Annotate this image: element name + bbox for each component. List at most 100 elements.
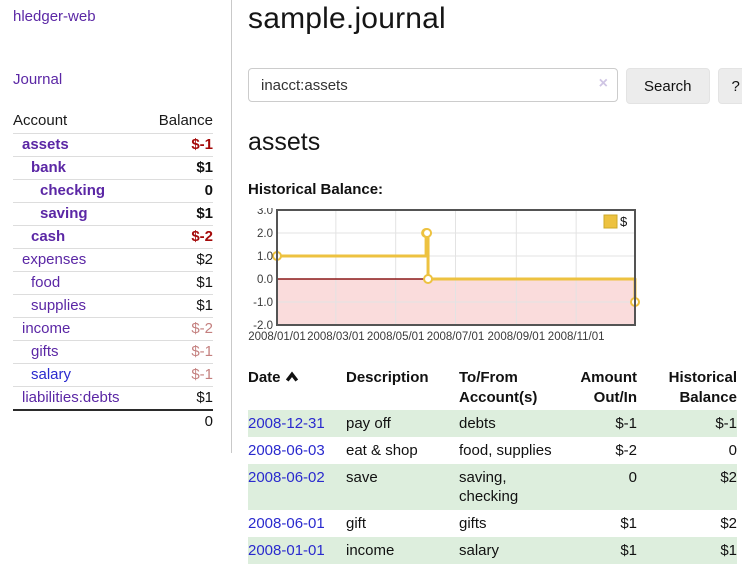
transaction-date-cell: 2008-12-31 (248, 410, 346, 437)
x-tick-label: 2008/11/01 (548, 331, 605, 343)
accounts-header-account: Account (13, 112, 68, 129)
search-box: × (248, 68, 618, 102)
accounts-table: Account Balance assets $-1 bank $1 checking 0… (13, 109, 213, 433)
search-button[interactable]: Search (626, 68, 710, 104)
transaction-balance-cell: $2 (720, 515, 737, 532)
sidebar-account-link[interactable]: checking (40, 182, 106, 199)
transaction-balance-cell: 0 (728, 442, 737, 459)
transaction-date-cell: 2008-06-03 (248, 437, 346, 464)
sidebar-account-link[interactable]: food (31, 274, 61, 291)
legend-label: $ (620, 214, 628, 229)
sidebar-account-balance: $1 (196, 205, 213, 222)
transaction-amount-cell: $-2 (615, 442, 637, 459)
transaction-amount-cell: $1 (620, 515, 637, 532)
register-row: 2008-06-01 gift gifts $1 $2 (248, 510, 737, 537)
column-header-amount: Amount Out/In (580, 369, 637, 406)
page-title: sample.journal (248, 2, 446, 35)
sidebar-account-link[interactable]: cash (31, 228, 66, 245)
transaction-description-cell: pay off (346, 410, 459, 437)
column-header-description: Description (346, 369, 429, 386)
accounts-table-header: Account Balance (13, 109, 213, 133)
x-tick-label: 2008/03/01 (307, 331, 365, 343)
sidebar-account-row: gifts $-1 (13, 340, 213, 363)
date-column-label: Date (248, 369, 281, 386)
sidebar-account-balance: $1 (196, 159, 213, 176)
sidebar-account-balance: $2 (196, 251, 213, 268)
help-button[interactable]: ? (717, 68, 742, 104)
transaction-date-link[interactable]: 2008-01-01 (248, 542, 325, 559)
y-tick-label: -1.0 (253, 297, 273, 309)
sidebar-account-link[interactable]: saving (40, 205, 88, 222)
register-row: 2008-06-03 eat & shop food, supplies $-2 0 (248, 437, 737, 464)
app-title-link[interactable]: hledger-web (13, 8, 96, 25)
transaction-accounts-cell: salary (459, 537, 567, 564)
transaction-amount-cell: $1 (567, 537, 645, 564)
sidebar-account-row: assets $-1 (13, 133, 213, 156)
sidebar-account-link[interactable]: assets (22, 136, 69, 153)
chart-title: Historical Balance: (248, 181, 384, 198)
sidebar-account-link[interactable]: salary (31, 366, 72, 383)
sidebar-account-row: income $-2 (13, 317, 213, 340)
sidebar-account-link[interactable]: gifts (31, 343, 59, 360)
transaction-balance-cell: $2 (645, 464, 737, 510)
sidebar-account-link[interactable]: income (22, 320, 71, 337)
sidebar-account-row: bank $1 (13, 156, 213, 179)
x-tick-label: 2008/07/01 (427, 331, 485, 343)
main-content: sample.journal × Search ? assets Histori… (232, 0, 742, 564)
sidebar-account-row: saving $1 (13, 202, 213, 225)
data-point (422, 228, 433, 238)
transaction-date-cell: 2008-06-02 (248, 464, 346, 510)
y-tick-label: 0.0 (257, 274, 273, 286)
sidebar-account-row: expenses $2 (13, 248, 213, 271)
sidebar-divider (231, 0, 232, 453)
chart-container: $3.0 2.0 1.0 0.0 -1.0 -2.0 2008/01/01 2008/03/0… (248, 208, 742, 350)
register-row: 2008-12-31 pay off debts $-1 $-1 (248, 410, 737, 437)
transaction-accounts-cell: saving, checking (459, 464, 567, 510)
sidebar-account-link[interactable]: expenses (22, 251, 87, 268)
plot-border (276, 209, 636, 326)
accounts-total-row: 0 (13, 409, 213, 433)
transaction-description-cell: income (346, 537, 459, 564)
transaction-accounts-cell: debts (459, 410, 567, 437)
sidebar-nav: Journal (13, 71, 213, 89)
accounts-table-body: assets $-1 bank $1 checking 0 saving $1 cash $-2 e… (13, 133, 213, 409)
y-tick-label: 3.0 (257, 208, 273, 217)
transaction-amount-cell: $-1 (567, 410, 645, 437)
sidebar-account-balance: $-1 (191, 366, 213, 383)
sidebar-account-row: supplies $1 (13, 294, 213, 317)
y-tick-label: 2.0 (257, 228, 273, 240)
sidebar-account-balance: $-2 (191, 320, 213, 337)
sidebar-account-balance: 0 (204, 182, 213, 199)
sidebar-account-row: liabilities:debts $1 (13, 386, 213, 409)
sidebar-account-link[interactable]: bank (31, 159, 67, 176)
sidebar-account-link[interactable]: liabilities:debts (22, 389, 120, 406)
transaction-date-link[interactable]: 2008-12-31 (248, 415, 325, 432)
register-table-head: Date Description To/From Account(s) Amou… (248, 366, 737, 410)
search-input[interactable] (248, 68, 618, 102)
data-point (423, 274, 434, 284)
transaction-description-cell: save (346, 464, 459, 510)
transaction-date-link[interactable]: 2008-06-01 (248, 515, 325, 532)
sidebar-account-balance: $-2 (191, 228, 213, 245)
column-header-balance: Historical Balance (668, 369, 737, 406)
legend-swatch (603, 214, 618, 229)
sidebar-account-row: checking 0 (13, 179, 213, 202)
transaction-date-cell: 2008-06-01 (248, 510, 346, 537)
transaction-date-link[interactable]: 2008-06-03 (248, 442, 325, 459)
transaction-date-link[interactable]: 2008-06-02 (248, 469, 325, 486)
sidebar-account-balance: $-1 (191, 136, 213, 153)
transaction-accounts-cell: food, supplies (459, 442, 552, 459)
column-header-date[interactable]: Date (248, 366, 346, 410)
sidebar-account-row: cash $-2 (13, 225, 213, 248)
sidebar-account-balance: $1 (196, 389, 213, 406)
sidebar-account-link[interactable]: supplies (31, 297, 87, 314)
column-header-accounts: To/From Account(s) (459, 369, 538, 406)
y-tick-label: 1.0 (257, 251, 273, 263)
sidebar-account-row: food $1 (13, 271, 213, 294)
accounts-total-value: 0 (204, 413, 213, 430)
search-form: × Search ? (248, 68, 742, 104)
register-row: 2008-01-01 income salary $1 $1 (248, 537, 737, 564)
clear-search-icon[interactable]: × (598, 75, 608, 92)
sidebar-item-journal[interactable]: Journal (13, 71, 63, 88)
